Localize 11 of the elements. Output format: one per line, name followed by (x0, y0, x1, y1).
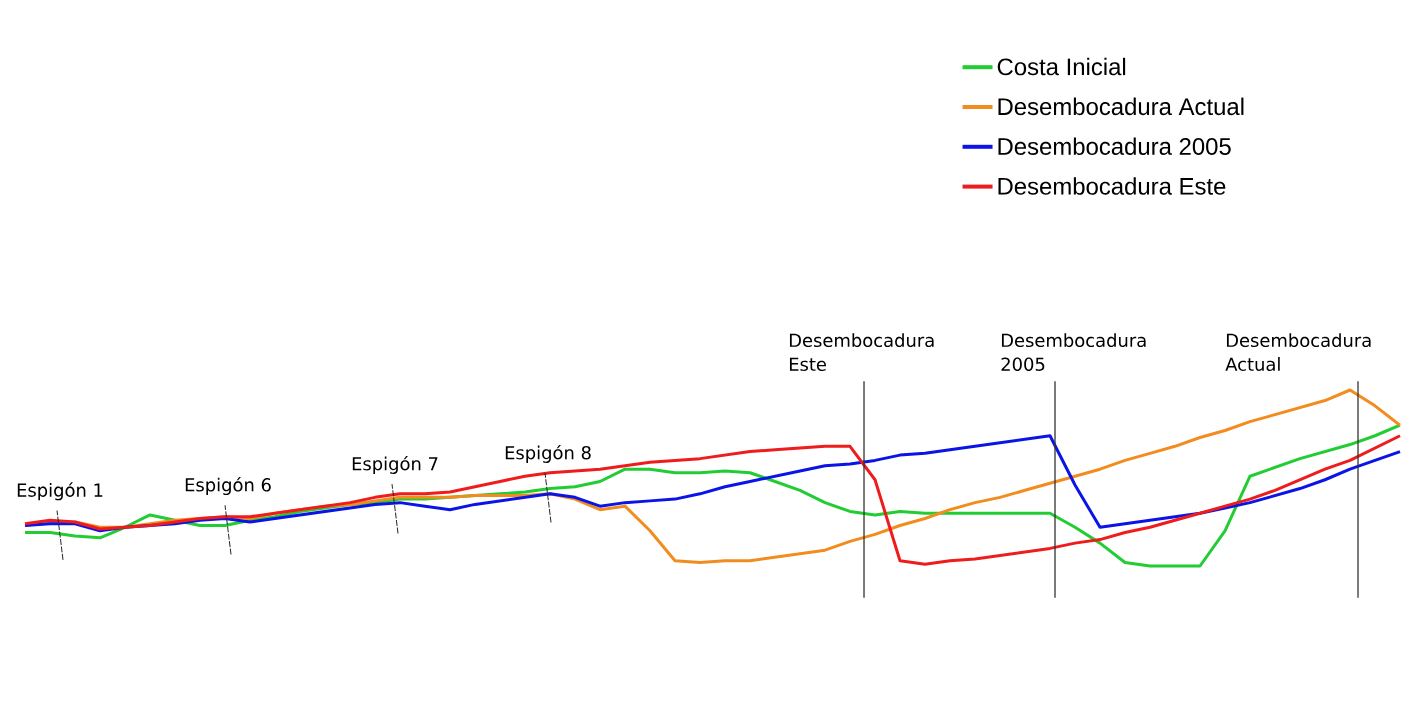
legend-label: Desembocadura Actual (998, 97, 1244, 116)
text: Desembocadura Este (789, 333, 934, 371)
legend-label: Costa Inicial (997, 57, 1126, 76)
text: Desembocadura 2005 (1001, 333, 1146, 371)
annotation: Espigón 8 (505, 444, 591, 463)
annotation: Espigón 6 (185, 477, 271, 496)
annotation: Espigón 1 (17, 482, 103, 501)
annotation: Espigón 7 (352, 455, 438, 474)
legend-label: Desembocadura 2005 (998, 137, 1231, 155)
text: Desembocadura Actual (1225, 333, 1371, 371)
legend-label: Desembocadura Este (998, 177, 1226, 195)
